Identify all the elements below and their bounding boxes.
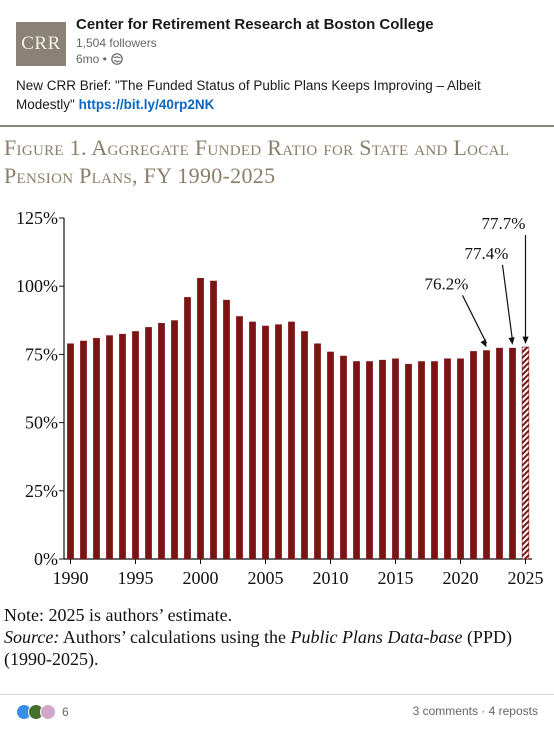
data-label: 77.7% — [482, 214, 526, 233]
bar — [119, 333, 126, 559]
y-tick-label: 50% — [25, 413, 58, 433]
annotation-arrow-head — [522, 336, 529, 345]
bar — [93, 338, 100, 559]
figure-divider — [0, 125, 554, 127]
x-tick-label: 2015 — [378, 568, 414, 588]
x-tick-label: 1995 — [118, 568, 154, 588]
bar — [184, 297, 191, 559]
bar — [301, 331, 308, 559]
bar — [483, 350, 490, 559]
annotation-arrow-line — [501, 264, 514, 341]
x-tick-label: 2010 — [313, 568, 349, 588]
x-tick-label: 2020 — [443, 568, 479, 588]
annotation-arrow-line — [461, 295, 488, 344]
y-tick-label: 125% — [16, 208, 58, 228]
funded-ratio-chart: 0% 25% 50% 75% 100% 125% 1990 1995 2000 2005 2010 2… — [16, 208, 544, 588]
source-text-2: (PPD) (1990-2025). — [4, 627, 512, 669]
bar — [288, 321, 295, 559]
x-tick-label: 1990 — [53, 568, 89, 588]
x-tick-label: 2000 — [183, 568, 219, 588]
post-body: New CRR Brief: "The Funded Status of Pub… — [16, 76, 536, 114]
source-text-1: Authors’ calculations using the — [59, 627, 291, 647]
figure-source: Source: Authors’ calculations using the … — [4, 626, 550, 670]
bar — [314, 343, 321, 559]
bar — [67, 343, 74, 559]
bar — [249, 321, 256, 559]
footer-divider — [0, 694, 554, 695]
source-label: Source: — [4, 627, 60, 647]
bar — [366, 361, 373, 559]
bar — [132, 331, 139, 559]
bar — [236, 316, 243, 559]
figure-notes: Note: 2025 is authors’ estimate. Source:… — [4, 604, 550, 670]
bar — [418, 361, 425, 559]
bar — [197, 278, 204, 559]
bar — [327, 351, 334, 559]
bar — [353, 361, 360, 559]
annotation-arrow-head — [480, 339, 487, 348]
bar — [210, 280, 217, 559]
bar — [171, 320, 178, 559]
estimate-bar — [521, 346, 530, 560]
bar — [509, 347, 516, 559]
y-tick-label: 25% — [25, 481, 58, 501]
org-name-link[interactable]: Center for Retirement Research at Boston… — [76, 16, 434, 33]
bar — [431, 361, 438, 559]
bar — [275, 324, 282, 559]
post-age: 6mo • — [76, 52, 107, 66]
post-footer: 6 3 comments · 4 reposts — [0, 700, 554, 724]
figure-title: Figure 1. Aggregate Funded Ratio for Sta… — [4, 135, 510, 188]
engagement-stats[interactable]: 3 comments · 4 reposts — [412, 704, 538, 718]
bar — [496, 347, 503, 559]
globe-icon — [111, 53, 123, 65]
bar — [145, 327, 152, 559]
bar — [223, 299, 230, 559]
x-tick-label: 2005 — [248, 568, 284, 588]
bar — [80, 340, 87, 559]
data-label: 76.2% — [425, 274, 469, 293]
org-logo[interactable]: CRR — [16, 22, 66, 66]
figure-note: Note: 2025 is authors’ estimate. — [4, 605, 233, 625]
reaction-count: 6 — [62, 705, 69, 719]
bar — [444, 358, 451, 559]
y-tick-label: 0% — [34, 549, 58, 569]
post-link[interactable]: https://bit.ly/40rp2NK — [78, 97, 215, 112]
y-tick-label: 75% — [25, 344, 58, 364]
bar — [392, 358, 399, 559]
bar — [340, 355, 347, 559]
y-tick-label: 100% — [16, 276, 58, 296]
annotation-arrow-head — [508, 337, 515, 345]
support-icon — [40, 704, 56, 720]
reactions[interactable]: 6 — [16, 704, 69, 720]
post-meta: 6mo • — [76, 52, 123, 66]
bar — [470, 351, 477, 559]
bar — [379, 359, 386, 559]
bar — [405, 363, 412, 559]
bar — [106, 335, 113, 559]
follower-count: 1,504 followers — [76, 36, 157, 50]
post-text: New CRR Brief: "The Funded Status of Pub… — [16, 78, 481, 112]
source-italic: Public Plans Data-base — [290, 627, 463, 647]
bar — [158, 323, 165, 559]
data-label: 77.4% — [465, 244, 509, 263]
bar — [457, 358, 464, 559]
x-tick-label: 2025 — [508, 568, 544, 588]
bar — [262, 325, 269, 559]
post-header: CRR Center for Retirement Research at Bo… — [0, 0, 554, 68]
